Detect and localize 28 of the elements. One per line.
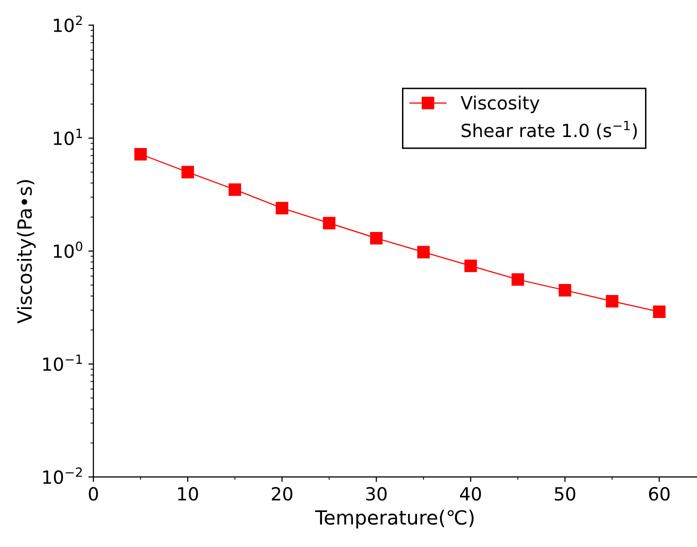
x-tick-label: 20 [272, 487, 292, 501]
x-axis-title: Temperature(℃) [315, 510, 474, 529]
point [322, 216, 336, 230]
y-tick-label: 10$^{1}$ [54, 128, 82, 146]
x-tick-label: 60 [649, 487, 670, 501]
y-tick-label: 10$^{−2}$ [43, 467, 82, 484]
y-axis-title: Viscosity(Pa•s) [16, 180, 36, 324]
point [464, 260, 477, 272]
x-tick-label: 50 [554, 487, 576, 501]
annotation: Shear rate 1.0 (s$^{−1}$) [462, 120, 637, 140]
point [181, 166, 194, 178]
point [276, 202, 288, 214]
x-tick-label: 0 [88, 487, 98, 501]
y-tick-label: 10$^{0}$ [54, 242, 82, 258]
point [606, 294, 618, 308]
point [228, 183, 242, 196]
y-tick-label: 10$^{−1}$ [43, 354, 82, 372]
legend-label: Viscosity [460, 96, 540, 114]
point [558, 284, 572, 296]
y-tick-label: 10$^{2}$ [54, 16, 82, 32]
point [370, 232, 383, 244]
x-tick-label: 10 [178, 487, 198, 501]
x-tick-label: 30 [366, 487, 387, 501]
point [653, 306, 666, 318]
point [417, 246, 430, 258]
point [134, 148, 147, 160]
x-tick-label: 40 [460, 487, 481, 501]
point [512, 273, 524, 286]
